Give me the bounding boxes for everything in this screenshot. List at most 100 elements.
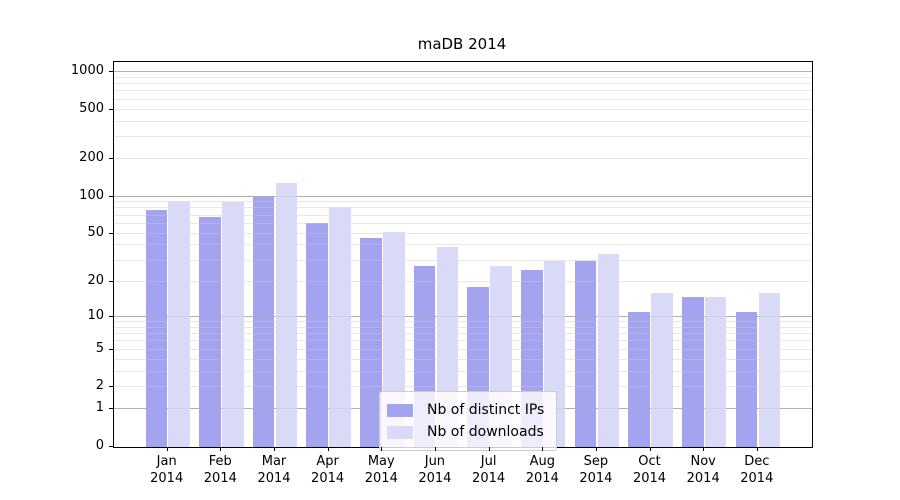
- gridline-minor: [114, 222, 812, 224]
- gridline-minor: [114, 207, 812, 209]
- gridline-minor: [114, 207, 812, 209]
- bar-downloads: [275, 183, 298, 447]
- gridline-minor: [114, 280, 812, 282]
- year-label: 2014: [472, 471, 506, 486]
- x-tick-mark: [434, 447, 436, 451]
- bar-distinct-ips: [628, 312, 650, 447]
- gridline-minor: [114, 348, 812, 350]
- bar-distinct-ips: [574, 260, 597, 447]
- gridline-minor: [114, 201, 812, 203]
- year-label: 2014: [740, 471, 774, 486]
- gridline-minor: [114, 214, 812, 216]
- plot-area: Nb of distinct IPs Nb of downloads: [113, 61, 813, 451]
- gridline-major: [114, 70, 812, 72]
- x-tick-label-nov: Nov 2014: [673, 453, 733, 487]
- gridline-minor: [114, 136, 812, 138]
- gridline-minor: [114, 108, 812, 110]
- gridline-minor: [114, 321, 812, 322]
- gridlines-over: [114, 62, 812, 447]
- gridline-minor: [114, 98, 812, 100]
- month-label: Jun: [424, 454, 446, 469]
- gridline-minor: [114, 76, 812, 78]
- y-tick-mark: [109, 108, 113, 110]
- year-label: 2014: [686, 471, 720, 486]
- legend-item-downloads: Nb of downloads: [387, 421, 544, 443]
- x-tick-mark: [649, 447, 651, 451]
- month-label: Nov: [690, 454, 716, 469]
- x-tick-label-oct: Oct 2014: [620, 453, 680, 487]
- bar-distinct-ips: [360, 238, 382, 447]
- legend-label-downloads: Nb of downloads: [427, 424, 544, 440]
- gridline-major: [114, 315, 812, 317]
- gridline-minor: [114, 232, 812, 234]
- y-tick-label: 20: [87, 272, 104, 288]
- gridline-major: [114, 195, 812, 197]
- gridline-major: [114, 315, 812, 317]
- gridline-minor: [114, 158, 812, 160]
- chart-title: maDB 2014: [417, 35, 507, 53]
- bar-distinct-ips: [199, 217, 221, 447]
- month-label: Apr: [316, 454, 339, 469]
- gridline-minor: [114, 259, 812, 261]
- gridline-minor: [114, 340, 812, 342]
- gridline-minor: [114, 98, 812, 100]
- y-tick-label: 10: [87, 307, 104, 323]
- gridline-minor: [114, 358, 812, 360]
- gridline-minor: [114, 326, 812, 328]
- x-tick-label-dec: Dec 2014: [727, 453, 787, 487]
- x-tick-label-jul: Jul 2014: [459, 453, 519, 487]
- year-label: 2014: [311, 471, 345, 486]
- gridline-minor: [114, 340, 812, 342]
- x-tick-mark: [595, 447, 597, 451]
- gridline-minor: [114, 386, 812, 388]
- gridline-minor: [114, 321, 812, 322]
- y-tick-label: 100: [79, 187, 104, 203]
- gridline-minor: [114, 280, 812, 282]
- gridline-minor: [114, 358, 812, 360]
- month-label: Aug: [529, 454, 555, 469]
- y-tick-mark: [109, 158, 113, 160]
- gridline-minor: [114, 222, 812, 224]
- x-tick-mark: [381, 447, 383, 451]
- y-tick-mark: [109, 195, 113, 197]
- gridline-minor: [114, 83, 812, 84]
- x-tick-mark: [756, 447, 758, 451]
- bar-downloads: [329, 207, 351, 447]
- gridline-minor: [114, 83, 812, 84]
- x-tick-mark: [166, 447, 168, 451]
- y-tick-mark: [109, 232, 113, 234]
- y-tick-mark: [109, 386, 113, 388]
- bar-distinct-ips: [252, 196, 275, 447]
- x-tick-mark: [488, 447, 490, 451]
- bar-downloads: [651, 293, 673, 447]
- y-tick-label: 1000: [70, 62, 104, 78]
- x-tick-label-jan: Jan 2014: [137, 453, 197, 487]
- bar-distinct-ips: [682, 296, 704, 447]
- x-tick-label-aug: Aug 2014: [512, 453, 572, 487]
- y-tick-label: 2: [95, 378, 104, 394]
- year-label: 2014: [364, 471, 398, 486]
- x-tick-label-apr: Apr 2014: [298, 453, 358, 487]
- y-tick-label: 500: [79, 100, 104, 116]
- y-tick-label: 50: [87, 224, 104, 240]
- gridline-minor: [114, 386, 812, 388]
- gridline-minor: [114, 90, 812, 92]
- year-label: 2014: [257, 471, 291, 486]
- month-label: Dec: [744, 454, 770, 469]
- legend-label-distinct-ips: Nb of distinct IPs: [427, 402, 545, 418]
- y-tick-mark: [109, 70, 113, 72]
- y-tick-label: 1: [95, 400, 104, 416]
- x-tick-mark: [220, 447, 222, 451]
- bar-distinct-ips: [306, 223, 328, 447]
- gridline-major: [114, 195, 812, 197]
- y-tick-mark: [109, 348, 113, 350]
- gridline-minor: [114, 232, 812, 234]
- gridline-minor: [114, 158, 812, 160]
- gridline-minor: [114, 326, 812, 328]
- bar-downloads: [222, 201, 244, 447]
- x-tick-mark: [703, 447, 705, 451]
- year-label: 2014: [525, 471, 559, 486]
- gridlines-under: [114, 62, 812, 447]
- year-label: 2014: [150, 471, 184, 486]
